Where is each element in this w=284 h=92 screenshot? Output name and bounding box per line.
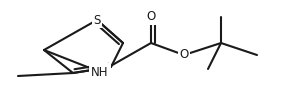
Text: S: S	[93, 14, 101, 26]
Text: NH: NH	[91, 66, 109, 78]
Text: O: O	[146, 10, 156, 23]
Text: O: O	[179, 48, 189, 61]
